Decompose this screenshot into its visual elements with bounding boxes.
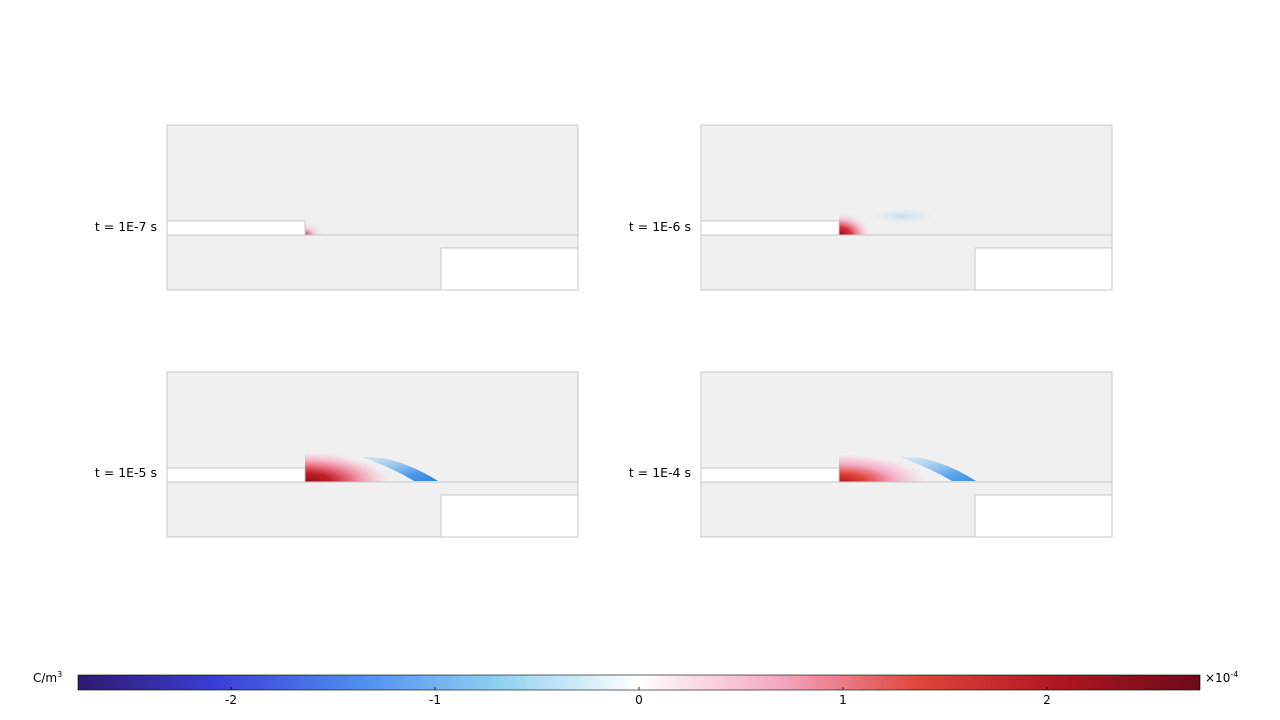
- colorbar-tick-label: -1: [429, 693, 441, 707]
- colorbar-tick-label: -2: [225, 693, 237, 707]
- panel-plot: [166, 371, 579, 538]
- panel-plot: [700, 124, 1113, 291]
- colorbar-tick-label: 2: [1043, 693, 1051, 707]
- colorbar-tick-label: 0: [635, 693, 643, 707]
- panel-plot: [700, 371, 1113, 538]
- colorbar-multiplier: ×10-4: [1205, 670, 1239, 685]
- colorbar-tick-label: 1: [839, 693, 847, 707]
- time-label: t = 1E-7 s: [94, 219, 157, 234]
- colorbar-unit: C/m3: [33, 670, 63, 685]
- colorbar-scale: -2 -1 0 1 2: [77, 674, 1201, 707]
- time-label: t = 1E-6 s: [628, 219, 691, 234]
- time-label: t = 1E-5 s: [94, 465, 157, 480]
- colorbar: C/m3 -2 -1 0 1 2 ×10-4: [0, 660, 1280, 720]
- panel-plot: [166, 124, 579, 291]
- time-label: t = 1E-4 s: [628, 465, 691, 480]
